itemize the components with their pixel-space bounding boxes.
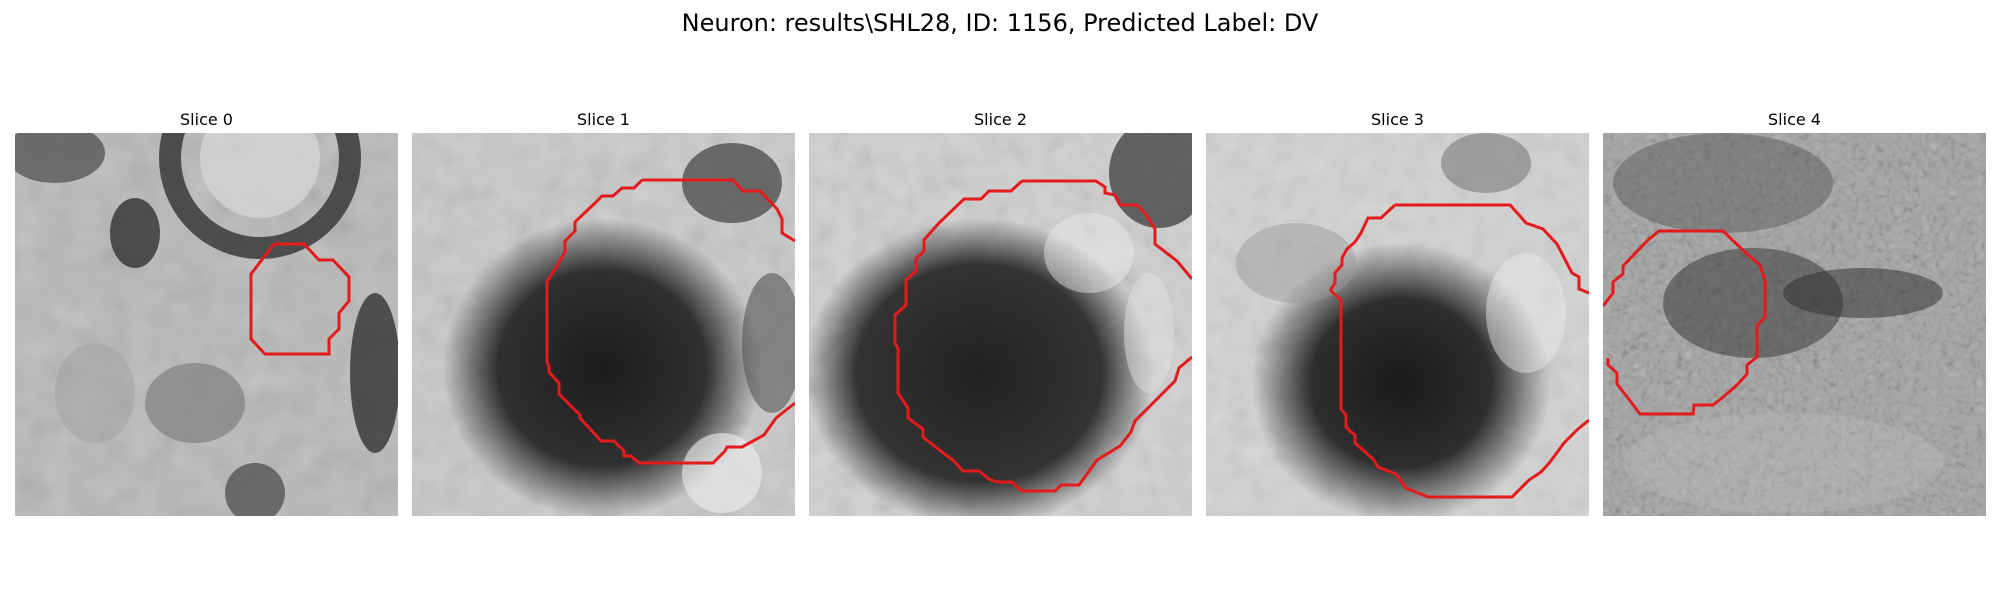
roi-outline-3 [1395, 203, 1589, 295]
slice-image-4 [1603, 133, 1986, 516]
slice-panel-1: Slice 1 [412, 108, 795, 520]
slice-panel-4: Slice 4 [1603, 108, 1986, 520]
roi-outline-2 [1022, 179, 1192, 280]
slice-panel-3: Slice 3 [1206, 108, 1589, 520]
slice-image-0 [15, 133, 398, 516]
slice-title-1: Slice 1 [577, 110, 630, 129]
slice-image-1 [412, 133, 795, 516]
slice-title-0: Slice 0 [180, 110, 233, 129]
slice-panel-2: Slice 2 [809, 108, 1192, 520]
slice-title-4: Slice 4 [1768, 110, 1821, 129]
roi-outline-4 [1603, 229, 1767, 416]
slice-title-3: Slice 3 [1371, 110, 1424, 129]
figure-title: Neuron: results\SHL28, ID: 1156, Predict… [681, 9, 1319, 37]
slice-panel-0: Slice 0 [15, 108, 398, 520]
roi-outline-0 [249, 242, 351, 356]
slice-image-2 [809, 133, 1192, 516]
slice-title-2: Slice 2 [974, 110, 1027, 129]
slice-image-3 [1206, 133, 1589, 516]
roi-outline-1 [642, 178, 795, 243]
